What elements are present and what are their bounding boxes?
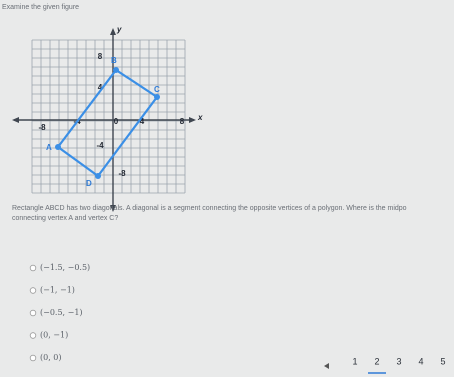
vertex-label: D: [86, 179, 92, 188]
page-number[interactable]: 3: [396, 356, 401, 366]
y-tick-label: -8: [118, 169, 126, 178]
option-label[interactable]: (−0.5, −1): [40, 308, 83, 317]
x-axis-label: x: [197, 113, 203, 122]
prev-arrow[interactable]: [324, 363, 329, 369]
x-tick-label: 8: [180, 117, 185, 126]
vertex-dot: [55, 144, 61, 150]
y-tick-label: -4: [96, 141, 104, 150]
vertex-label: C: [154, 85, 160, 94]
option-label[interactable]: (0, −1): [40, 331, 68, 340]
radio-button[interactable]: [29, 287, 37, 294]
option-label[interactable]: (−1.5, −0.5): [40, 263, 90, 272]
y-arrow: [110, 28, 116, 35]
option-label[interactable]: (0, 0): [40, 353, 62, 362]
x-tick-label: 0: [114, 117, 119, 126]
radio-button[interactable]: [29, 354, 37, 362]
vertex-dot: [154, 94, 160, 100]
vertex-label: B: [111, 56, 117, 65]
options: (−1.5, −0.5) (−1, −1) (−0.5, −1) (0, −1) (0,…: [29, 263, 90, 362]
x-tick-label: -8: [38, 123, 46, 132]
radio-button[interactable]: [29, 264, 37, 272]
radio-button[interactable]: [29, 309, 37, 317]
question-text: connecting vertex A and vertex C?: [12, 215, 118, 222]
vertex-label: A: [46, 143, 52, 152]
question-text: Rectangle ABCD has two diagonals. A diag…: [12, 205, 407, 212]
instruction: Examine the given figure: [2, 4, 79, 11]
pagination: 1 2 3 4 5: [352, 356, 446, 374]
page-number[interactable]: 2: [374, 356, 379, 366]
vertex-dot: [95, 173, 101, 179]
x-tick-label: 4: [140, 117, 145, 126]
y-axis-label: y: [116, 25, 122, 34]
y-arrow: [110, 205, 116, 212]
y-tick-label: 4: [98, 83, 103, 92]
page-number[interactable]: 4: [418, 356, 423, 366]
page-number[interactable]: 5: [440, 356, 445, 366]
x-arrow: [189, 117, 196, 123]
y-tick-label: 8: [98, 52, 103, 61]
radio-button[interactable]: [29, 332, 37, 339]
x-arrow: [12, 117, 19, 123]
page-number[interactable]: 1: [352, 356, 357, 366]
grid: [31, 39, 186, 194]
option-label[interactable]: (−1, −1): [40, 286, 75, 295]
vertex-dot: [113, 67, 119, 73]
